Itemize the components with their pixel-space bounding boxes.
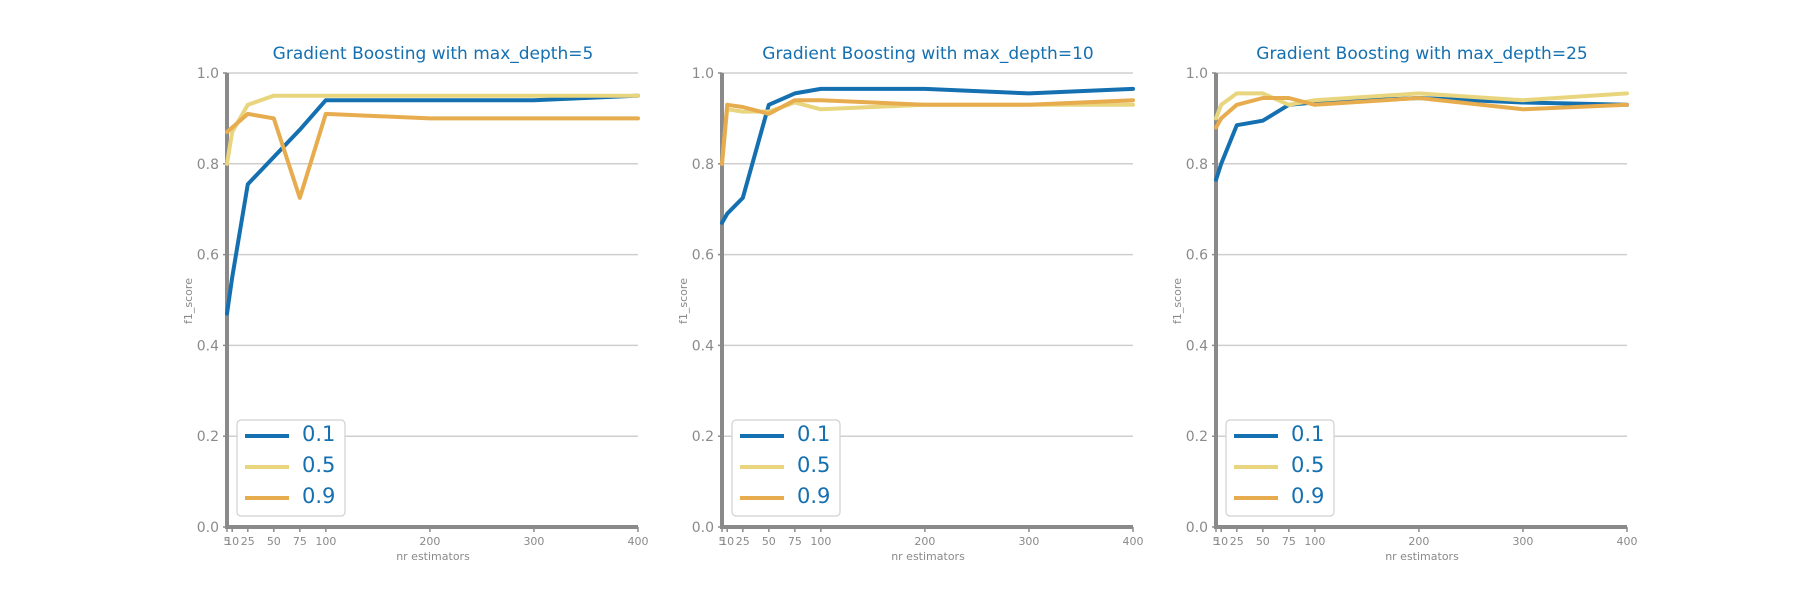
series-line-0.5 xyxy=(1214,91,1629,121)
y-tick-label: 0.8 xyxy=(692,157,714,173)
x-tick-label: 5 xyxy=(1213,535,1220,548)
y-axis-label: f1_score xyxy=(182,278,195,324)
legend-box xyxy=(236,419,346,517)
legend-label: 0.5 xyxy=(797,453,830,477)
x-tick-label: 10 xyxy=(720,535,734,548)
x-tick-label: 200 xyxy=(419,535,440,548)
legend-label: 0.1 xyxy=(797,422,830,446)
legend: 0.1 0.5 0.9 xyxy=(1291,422,1324,508)
x-tick-label: 300 xyxy=(523,535,544,548)
y-tick-label: 1.0 xyxy=(197,66,219,82)
series-line-0.5 xyxy=(225,93,640,166)
y-tick-label: 0.6 xyxy=(197,248,219,264)
series-line-0.9 xyxy=(720,98,1135,166)
x-tick-label: 100 xyxy=(315,535,336,548)
x-tick-label: 300 xyxy=(1512,535,1533,548)
chart-title: Gradient Boosting with max_depth=25 xyxy=(1256,44,1587,64)
y-tick-label: 1.0 xyxy=(1186,66,1208,82)
series-line-0.9 xyxy=(225,111,640,200)
x-tick-label: 200 xyxy=(914,535,935,548)
x-tick-label: 400 xyxy=(1123,535,1144,548)
y-tick-label: 0.0 xyxy=(692,520,714,536)
y-tick-label: 0.2 xyxy=(1186,429,1208,445)
x-tick-label: 300 xyxy=(1018,535,1039,548)
legend-label: 0.1 xyxy=(1291,422,1324,446)
y-tick-label: 1.0 xyxy=(692,66,714,82)
y-tick-label: 0.6 xyxy=(1186,248,1208,264)
x-tick-label: 75 xyxy=(1282,535,1296,548)
x-tick-label: 10 xyxy=(1214,535,1228,548)
legend-label: 0.5 xyxy=(1291,453,1324,477)
x-tick-label: 75 xyxy=(293,535,307,548)
y-tick-label: 0.2 xyxy=(692,429,714,445)
y-tick-label: 0.4 xyxy=(197,338,219,354)
x-tick-label: 5 xyxy=(719,535,726,548)
x-tick-label: 10 xyxy=(225,535,239,548)
y-tick-label: 0.0 xyxy=(197,520,219,536)
chart-title: Gradient Boosting with max_depth=5 xyxy=(273,44,594,64)
x-tick-label: 25 xyxy=(736,535,750,548)
x-axis-label: nr estimators xyxy=(396,550,470,563)
x-tick-label: 25 xyxy=(241,535,255,548)
x-tick-label: 400 xyxy=(628,535,649,548)
y-axis-label: f1_score xyxy=(677,278,690,324)
legend: 0.1 0.5 0.9 xyxy=(302,422,335,508)
chart-title: Gradient Boosting with max_depth=10 xyxy=(762,44,1093,64)
legend: 0.1 0.5 0.9 xyxy=(797,422,830,508)
y-tick-label: 0.4 xyxy=(1186,338,1208,354)
series-line-0.1 xyxy=(225,93,640,316)
x-tick-label: 50 xyxy=(1256,535,1270,548)
x-tick-label: 5 xyxy=(224,535,231,548)
series-line-0.5 xyxy=(720,100,1135,166)
legend-label: 0.9 xyxy=(797,484,830,508)
series-line-0.1 xyxy=(720,86,1135,225)
x-tick-label: 200 xyxy=(1408,535,1429,548)
series-line-0.9 xyxy=(1214,96,1629,130)
x-tick-label: 75 xyxy=(788,535,802,548)
y-axis-label: f1_score xyxy=(1171,278,1184,324)
y-tick-label: 0.2 xyxy=(197,429,219,445)
x-axis-label: nr estimators xyxy=(891,550,965,563)
y-tick-label: 0.4 xyxy=(692,338,714,354)
legend-box xyxy=(1225,419,1335,517)
y-tick-label: 0.6 xyxy=(692,248,714,264)
x-tick-label: 100 xyxy=(1304,535,1325,548)
legend-label: 0.1 xyxy=(302,422,335,446)
legend-box xyxy=(731,419,841,517)
y-tick-label: 0.0 xyxy=(1186,520,1208,536)
series-line-0.1 xyxy=(1214,96,1629,182)
x-tick-label: 25 xyxy=(1230,535,1244,548)
x-tick-label: 400 xyxy=(1617,535,1638,548)
y-tick-label: 0.8 xyxy=(197,157,219,173)
x-axis-label: nr estimators xyxy=(1385,550,1459,563)
x-tick-label: 50 xyxy=(267,535,281,548)
legend-label: 0.5 xyxy=(302,453,335,477)
x-tick-label: 50 xyxy=(762,535,776,548)
legend-label: 0.9 xyxy=(1291,484,1324,508)
legend-label: 0.9 xyxy=(302,484,335,508)
x-tick-label: 100 xyxy=(810,535,831,548)
y-tick-label: 0.8 xyxy=(1186,157,1208,173)
